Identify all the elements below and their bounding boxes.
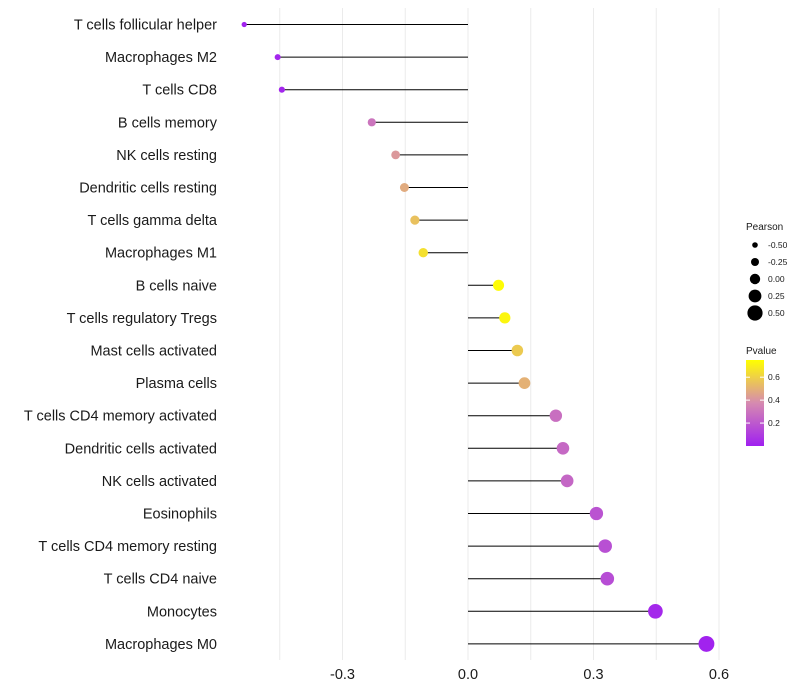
legend-size-dot: [748, 289, 762, 303]
y-axis-label: T cells CD8: [142, 83, 217, 99]
data-point: [511, 344, 524, 357]
legend-size-items: -0.50 -0.25 0.00 0.25 0.50: [747, 240, 788, 321]
y-axis-label: NK cells activated: [102, 474, 217, 490]
data-point: [399, 183, 409, 192]
y-axis-label: Dendritic cells activated: [65, 441, 217, 457]
points: [241, 21, 715, 652]
data-point: [410, 215, 420, 225]
x-tick-label: 0.3: [583, 667, 603, 683]
y-axis-label: T cells CD4 memory activated: [24, 409, 217, 425]
legend-size-label: -0.50: [768, 240, 788, 250]
legend-size-label: 0.25: [768, 291, 785, 301]
legend-color-title: Pvalue: [746, 346, 777, 357]
data-point: [648, 603, 663, 619]
legend-size-title: Pearson: [746, 222, 783, 233]
legend-color-label: 0.6: [768, 372, 780, 382]
y-axis-label: Eosinophils: [143, 507, 217, 523]
data-point: [418, 248, 428, 258]
data-point: [589, 506, 604, 521]
y-axis-label: T cells CD4 memory resting: [38, 539, 217, 555]
y-axis-label: T cells CD4 naive: [104, 572, 217, 588]
legend-size-label: 0.00: [768, 274, 785, 284]
data-point: [241, 21, 247, 28]
legend-size-dot: [751, 258, 759, 266]
data-point: [391, 150, 401, 160]
y-axis-label: Plasma cells: [136, 376, 217, 392]
y-axis-label: B cells naive: [136, 278, 217, 294]
legend-size-dot: [747, 305, 763, 321]
x-axis-ticks: -0.3 0.0 0.3 0.6: [330, 667, 729, 683]
y-axis-label: T cells gamma delta: [88, 213, 218, 229]
y-axis-label: B cells memory: [118, 115, 218, 131]
y-axis-label: T cells follicular helper: [74, 18, 217, 34]
data-point: [598, 539, 612, 553]
stems: [244, 24, 707, 645]
data-point: [560, 474, 574, 488]
data-point: [698, 635, 715, 652]
legend-colorbar: [746, 360, 764, 446]
y-axis-label: Macrophages M2: [105, 50, 217, 66]
legend-color-label: 0.2: [768, 418, 780, 428]
data-point: [518, 377, 531, 389]
y-axis-label: Macrophages M1: [105, 246, 217, 262]
y-axis-label: T cells regulatory Tregs: [67, 311, 217, 327]
x-tick-label: 0.6: [709, 667, 729, 683]
y-axis-label: Monocytes: [147, 604, 217, 620]
data-point: [274, 54, 281, 61]
legend: Pearson -0.50 -0.25 0.00 0.25 0.50 Pvalue 0.…: [746, 222, 788, 446]
grid-lines: [279, 8, 720, 660]
y-axis-label: NK cells resting: [116, 148, 217, 164]
data-point: [278, 86, 285, 93]
x-tick-label: 0.0: [458, 667, 478, 683]
data-point: [367, 118, 376, 127]
data-point: [556, 442, 570, 455]
data-point: [499, 312, 511, 324]
x-tick-label: -0.3: [330, 667, 355, 683]
legend-color-ticks: 0.6 0.4 0.2: [746, 372, 780, 428]
legend-size-label: 0.50: [768, 308, 785, 318]
data-point: [549, 409, 563, 422]
data-point: [600, 571, 615, 586]
y-axis-label: Mast cells activated: [90, 344, 217, 360]
y-axis-label: Dendritic cells resting: [79, 181, 217, 197]
y-axis-label: Macrophages M0: [105, 637, 217, 653]
data-point: [492, 279, 505, 291]
legend-size-label: -0.25: [768, 257, 788, 267]
legend-size-dot: [752, 242, 758, 248]
legend-color-label: 0.4: [768, 395, 780, 405]
y-axis-labels: T cells follicular helper Macrophages M2 T…: [24, 18, 218, 653]
legend-size-dot: [749, 273, 761, 285]
